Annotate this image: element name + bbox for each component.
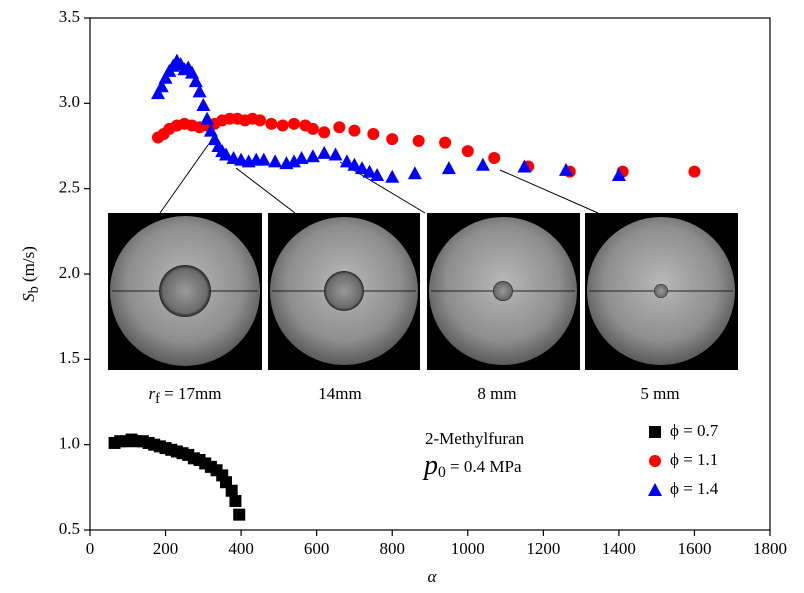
point (268, 154, 283, 168)
text-rest: = 17mm (160, 384, 222, 403)
point (488, 151, 501, 164)
point (225, 484, 238, 497)
text-main: 5 mm (640, 384, 679, 403)
point (287, 154, 301, 168)
point (412, 134, 425, 147)
point (441, 161, 456, 175)
point (192, 84, 207, 98)
annotation: 5 mm (640, 384, 679, 403)
point (254, 114, 266, 127)
text-main: p (422, 450, 438, 481)
text-main: 8 mm (477, 384, 516, 403)
text-main: r (149, 384, 156, 403)
point (461, 145, 474, 158)
point (229, 494, 242, 507)
point (256, 152, 271, 166)
legend-marker (649, 426, 661, 438)
x-axis-label: α (428, 567, 438, 586)
x-tick-label: 1400 (602, 539, 636, 558)
text-rest: = 0.4 MPa (446, 457, 522, 476)
point (233, 508, 246, 521)
y-tick-label: 1.5 (59, 348, 80, 367)
y-tick-label: 2.5 (59, 178, 80, 197)
point (158, 70, 173, 84)
legend-label: ϕ = 1.1 (670, 450, 718, 469)
point (367, 128, 380, 141)
x-tick-label: 200 (153, 539, 179, 558)
point (688, 165, 701, 178)
point (188, 74, 203, 88)
annotation: 8 mm (477, 384, 516, 403)
x-tick-label: 1800 (753, 539, 787, 558)
point (339, 154, 354, 168)
point (348, 124, 361, 137)
text-main: 14mm (318, 384, 361, 403)
point (559, 162, 573, 176)
point (355, 161, 369, 175)
point (305, 149, 320, 163)
x-tick-label: 1200 (526, 539, 560, 558)
y-tick-label: 2.0 (59, 263, 80, 282)
y-tick-label: 0.5 (59, 519, 80, 538)
x-tick-label: 1600 (677, 539, 711, 558)
point (611, 168, 626, 182)
point (517, 159, 532, 173)
inset-images (108, 213, 738, 370)
point (347, 157, 362, 171)
y-axis-label: Sb (m/s) (19, 246, 42, 302)
legend-label: ϕ = 1.4 (670, 479, 719, 498)
y-tick-label: 3.5 (59, 7, 80, 26)
point (385, 169, 400, 183)
x-tick-label: 600 (304, 539, 330, 558)
point (276, 119, 289, 132)
point (306, 122, 319, 135)
text-rest: (m/s) (19, 246, 38, 286)
point (333, 121, 346, 134)
point (475, 157, 490, 171)
x-tick-label: 400 (228, 539, 254, 558)
point (318, 126, 331, 139)
text-sub: f (155, 391, 160, 407)
point (196, 98, 211, 112)
annotation: 2-Methylfuran (425, 429, 525, 448)
point (200, 111, 215, 125)
point (386, 133, 399, 146)
text-sub: 0 (438, 464, 446, 481)
text-sub: b (26, 286, 42, 293)
annotation: 14mm (318, 384, 361, 403)
point (151, 86, 165, 100)
x-tick-label: 0 (86, 539, 95, 558)
point (154, 79, 169, 93)
point (265, 117, 278, 130)
point (317, 145, 332, 159)
x-tick-label: 1000 (451, 539, 485, 558)
annotation: p0 = 0.4 MPa (422, 450, 522, 481)
legend-marker (649, 455, 661, 467)
point (407, 166, 422, 180)
legend-label: ϕ = 0.7 (670, 421, 719, 440)
point (370, 168, 385, 182)
annotation: rf = 17mm (149, 384, 222, 407)
point (219, 147, 233, 161)
y-tick-label: 3.0 (59, 92, 80, 111)
text-main: S (19, 293, 38, 302)
x-tick-label: 800 (379, 539, 405, 558)
point (362, 164, 377, 178)
point (328, 147, 343, 161)
point (288, 117, 300, 130)
legend-marker (648, 483, 662, 496)
point (294, 150, 309, 164)
point (439, 136, 452, 149)
y-tick-label: 1.0 (59, 434, 80, 453)
